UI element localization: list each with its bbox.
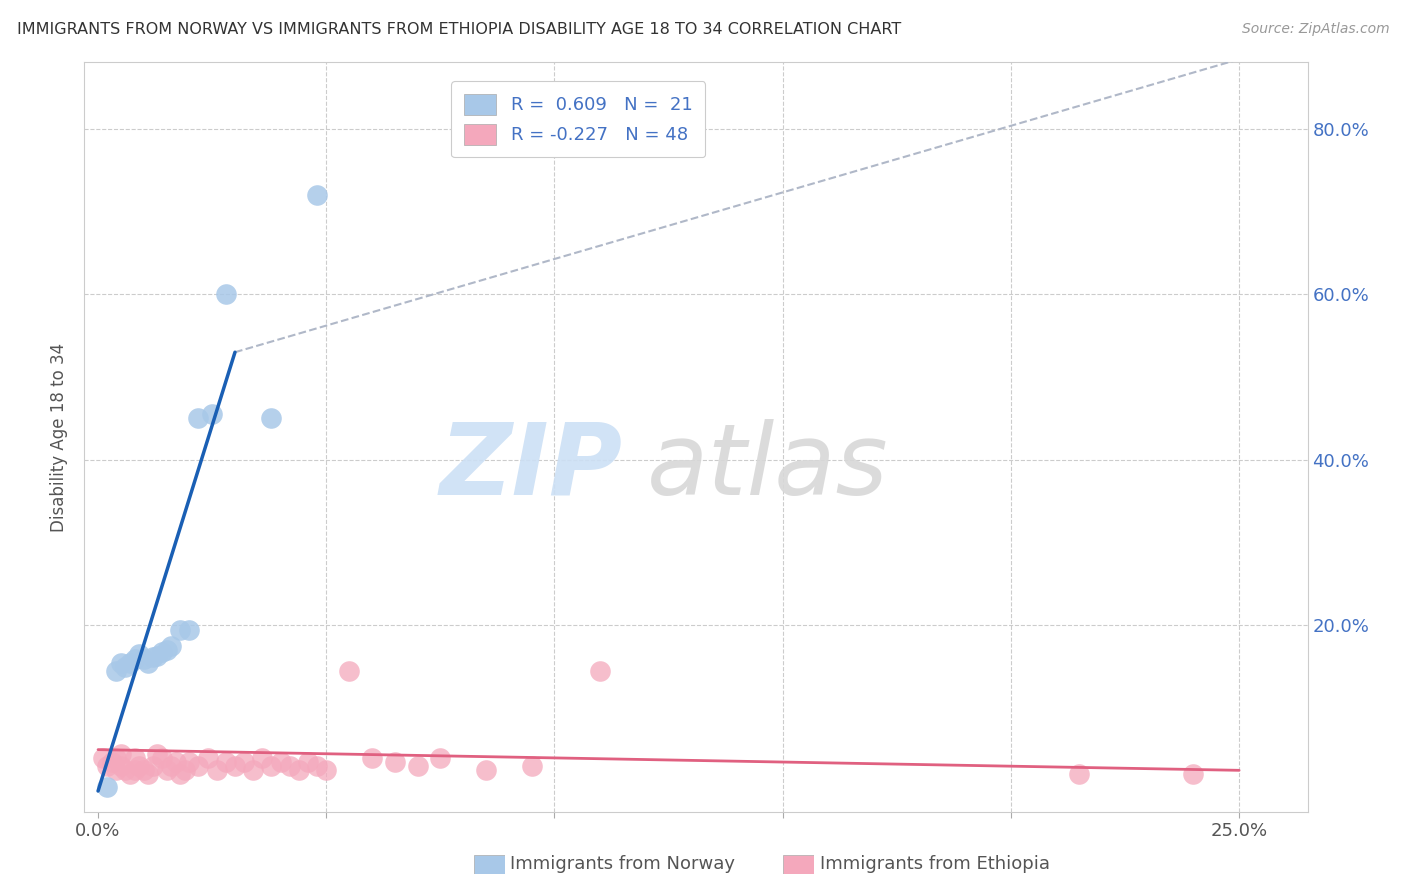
- Point: [110, 759, 132, 773]
- Point: [142, 759, 165, 773]
- Point: [1182, 767, 1205, 781]
- Point: [128, 759, 150, 773]
- Text: Source: ZipAtlas.com: Source: ZipAtlas.com: [1241, 22, 1389, 37]
- Point: [155, 643, 177, 657]
- Point: [384, 755, 406, 769]
- Point: [406, 759, 429, 773]
- Point: [242, 764, 264, 778]
- Point: [1069, 767, 1091, 781]
- Point: [132, 764, 155, 778]
- Point: [150, 751, 173, 765]
- Text: Immigrants from Ethiopia: Immigrants from Ethiopia: [820, 855, 1050, 873]
- Point: [114, 660, 136, 674]
- Point: [252, 751, 274, 765]
- Point: [118, 767, 141, 781]
- Legend: R =  0.609   N =  21, R = -0.227   N = 48: R = 0.609 N = 21, R = -0.227 N = 48: [451, 81, 706, 157]
- Point: [297, 755, 319, 769]
- Point: [307, 188, 329, 202]
- Point: [205, 764, 228, 778]
- Point: [179, 623, 201, 637]
- Point: [146, 747, 169, 761]
- Point: [315, 764, 337, 778]
- Y-axis label: Disability Age 18 to 34: Disability Age 18 to 34: [51, 343, 69, 532]
- Text: atlas: atlas: [647, 418, 889, 516]
- Point: [337, 664, 360, 678]
- Point: [142, 649, 165, 664]
- Point: [520, 759, 543, 773]
- Point: [179, 755, 201, 769]
- Point: [187, 759, 209, 773]
- Point: [96, 759, 118, 773]
- Point: [270, 755, 292, 769]
- Point: [110, 656, 132, 670]
- Point: [160, 759, 183, 773]
- Point: [260, 759, 283, 773]
- Point: [118, 656, 141, 670]
- Point: [429, 751, 451, 765]
- Point: [215, 755, 238, 769]
- Point: [288, 764, 311, 778]
- Point: [128, 648, 150, 662]
- Point: [105, 751, 128, 765]
- Point: [233, 755, 256, 769]
- Point: [361, 751, 384, 765]
- Point: [173, 764, 195, 778]
- Point: [224, 759, 246, 773]
- Point: [105, 764, 128, 778]
- Point: [124, 764, 146, 778]
- Point: [278, 759, 301, 773]
- Point: [105, 664, 128, 678]
- Text: IMMIGRANTS FROM NORWAY VS IMMIGRANTS FROM ETHIOPIA DISABILITY AGE 18 TO 34 CORRE: IMMIGRANTS FROM NORWAY VS IMMIGRANTS FRO…: [17, 22, 901, 37]
- Point: [589, 664, 612, 678]
- Text: ZIP: ZIP: [440, 418, 623, 516]
- Point: [100, 755, 122, 769]
- Point: [155, 764, 177, 778]
- Point: [124, 751, 146, 765]
- Point: [475, 764, 498, 778]
- Point: [150, 645, 173, 659]
- Point: [187, 411, 209, 425]
- Point: [114, 764, 136, 778]
- Point: [146, 649, 169, 664]
- Point: [124, 651, 146, 665]
- Point: [165, 755, 187, 769]
- Point: [215, 287, 238, 301]
- Point: [260, 411, 283, 425]
- Point: [197, 751, 219, 765]
- Point: [307, 759, 329, 773]
- Point: [136, 767, 159, 781]
- Point: [169, 623, 191, 637]
- Point: [96, 780, 118, 794]
- Point: [136, 656, 159, 670]
- Point: [160, 639, 183, 653]
- Point: [91, 751, 114, 765]
- Text: Immigrants from Norway: Immigrants from Norway: [510, 855, 735, 873]
- Point: [132, 651, 155, 665]
- Point: [110, 747, 132, 761]
- Point: [201, 407, 224, 421]
- Point: [169, 767, 191, 781]
